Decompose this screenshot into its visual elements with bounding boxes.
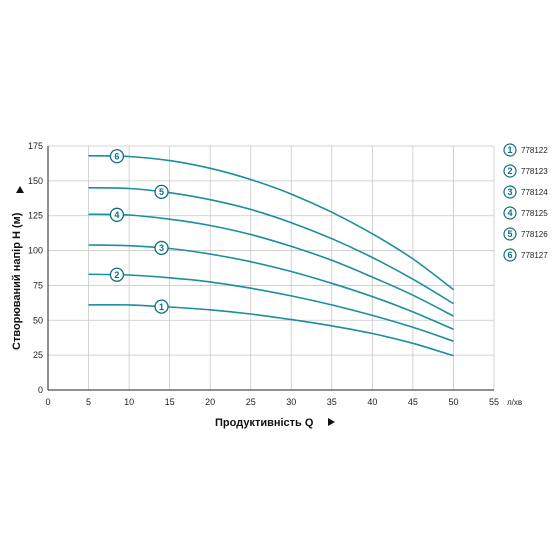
legend: 1 778122 2 778123 3 778124 4 778125 5 778126 6 7781…: [503, 143, 548, 262]
x-tick-label: 30: [286, 397, 296, 407]
series-curves: [88, 155, 454, 357]
x-tick-label: 35: [327, 397, 337, 407]
x-tick-label: 20: [205, 397, 215, 407]
legend-badge-label: 4: [507, 208, 512, 218]
y-tick-label: 100: [28, 246, 43, 256]
series-badges: 1 2 3 4 5 6: [109, 149, 169, 314]
y-tick-label: 50: [33, 315, 43, 325]
series-badge-label: 2: [114, 270, 119, 280]
legend-label: 778122: [521, 146, 548, 155]
y-tick-labels: 0 25 50 75 100 125 150 175: [28, 141, 43, 395]
series-badge-label: 3: [159, 243, 164, 253]
legend-label: 778123: [521, 167, 548, 176]
grid: [48, 145, 495, 390]
x-axis-title: Продуктивність Q: [215, 417, 314, 429]
y-tick-label: 150: [28, 176, 43, 186]
series-line-4: [88, 213, 454, 317]
series-badge-5: 5: [154, 184, 169, 200]
series-badge-label: 6: [114, 151, 119, 161]
legend-badge-label: 1: [507, 145, 512, 155]
y-tick-label: 25: [33, 350, 43, 360]
x-axis-arrow-icon: [328, 418, 335, 426]
legend-item-6: 6 778127: [503, 248, 548, 262]
legend-label: 778126: [521, 230, 548, 239]
series-badge-6: 6: [109, 149, 125, 164]
y-tick-label: 75: [33, 280, 43, 290]
series-line-6: [88, 155, 454, 291]
legend-item-2: 2 778123: [503, 164, 548, 178]
legend-label: 778124: [521, 188, 548, 197]
legend-item-5: 5 778126: [503, 227, 548, 241]
series-line-5: [88, 187, 454, 305]
legend-label: 778125: [521, 209, 548, 218]
legend-badge-label: 6: [507, 250, 512, 260]
x-tick-label: 0: [45, 397, 50, 407]
x-tick-label: 55: [489, 397, 499, 407]
legend-badge-label: 2: [507, 166, 512, 176]
y-axis-title: Створюваний напір H (м): [11, 212, 23, 350]
y-axis-arrow-icon: [16, 186, 24, 193]
x-tick-label: 10: [124, 397, 134, 407]
legend-item-1: 1 778122: [503, 143, 548, 157]
series-badge-3: 3: [154, 240, 169, 256]
series-line-1: [88, 303, 454, 357]
axes: [47, 146, 494, 391]
legend-badge-label: 5: [507, 229, 512, 239]
series-line-2: [88, 273, 454, 342]
series-line-3: [88, 244, 454, 331]
x-unit-label: л/хв: [507, 398, 522, 407]
legend-badge-label: 3: [507, 187, 512, 197]
y-tick-label: 0: [38, 385, 43, 395]
x-tick-label: 15: [165, 397, 175, 407]
series-badge-4: 4: [109, 207, 125, 222]
y-tick-label: 125: [28, 211, 43, 221]
series-badge-2: 2: [109, 267, 125, 282]
series-badge-label: 1: [159, 302, 164, 312]
legend-label: 778127: [521, 251, 548, 260]
y-tick-label: 175: [28, 141, 43, 151]
x-tick-label: 25: [246, 397, 256, 407]
series-badge-1: 1: [154, 299, 169, 314]
series-badge-label: 4: [114, 210, 119, 220]
x-tick-label: 40: [367, 397, 377, 407]
series-badge-label: 5: [159, 187, 164, 197]
legend-item-4: 4 778125: [503, 206, 548, 220]
x-tick-label: 45: [408, 397, 418, 407]
x-tick-label: 5: [86, 397, 91, 407]
x-tick-label: 50: [448, 397, 458, 407]
legend-item-3: 3 778124: [503, 185, 548, 199]
x-tick-labels: 0 5 10 15 20 25 30 35 40 45 50 55: [45, 397, 499, 407]
